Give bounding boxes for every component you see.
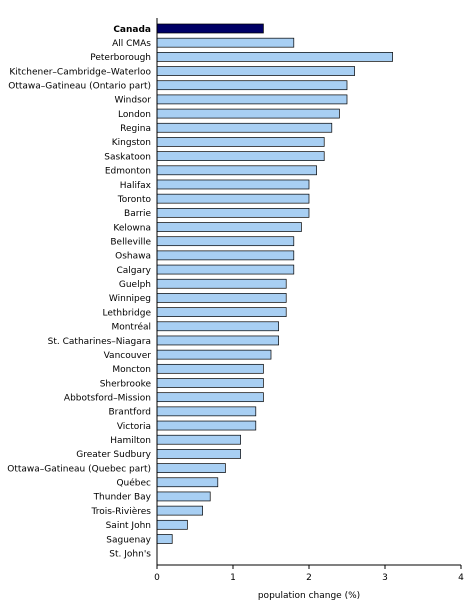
bar-8 — [156, 137, 325, 147]
bar-28 — [156, 420, 257, 431]
bars-layer — [156, 23, 393, 544]
bar-2 — [156, 52, 393, 62]
category-label-24: Moncton — [112, 365, 151, 375]
bar-26 — [156, 392, 264, 403]
bar-23 — [156, 349, 272, 360]
category-label-16: Oshawa — [115, 252, 151, 262]
category-label-2: Peterborough — [90, 53, 151, 63]
category-label-4: Ottawa–Gatineau (Ontario part) — [8, 82, 151, 92]
bar-30 — [156, 449, 241, 459]
category-label-20: Lethbridge — [102, 308, 151, 318]
bar-7 — [156, 122, 333, 133]
category-label-1: All CMAs — [112, 39, 151, 49]
category-label-19: Winnipeg — [109, 294, 151, 304]
category-label-15: Belleville — [110, 238, 151, 248]
bar-25 — [156, 378, 264, 388]
bar-32 — [156, 477, 219, 488]
bar-14 — [156, 222, 302, 232]
bar-34 — [156, 505, 203, 516]
x-tick-label-0: 0 — [154, 573, 160, 583]
category-label-27: Brantford — [108, 408, 151, 418]
category-label-32: Québec — [116, 478, 151, 489]
bar-11 — [156, 179, 310, 190]
category-label-37: St. John's — [109, 549, 151, 559]
category-label-7: Regina — [120, 124, 151, 134]
category-label-29: Hamilton — [110, 436, 151, 446]
category-label-10: Edmonton — [105, 167, 151, 177]
bar-22 — [156, 335, 279, 346]
category-label-26: Abbotsford–Mission — [64, 393, 151, 403]
bar-24 — [156, 363, 264, 374]
bar-5 — [156, 94, 348, 105]
category-label-14: Kelowna — [113, 223, 151, 233]
bar-36 — [156, 534, 173, 544]
category-label-23: Vancouver — [104, 351, 152, 361]
bar-16 — [156, 250, 295, 261]
category-label-30: Greater Sudbury — [76, 450, 151, 460]
bar-35 — [156, 519, 188, 530]
category-label-22: St. Catharines–Niagara — [48, 337, 151, 347]
x-axis-title: population change (%) — [258, 591, 360, 601]
bar-12 — [156, 193, 310, 204]
bar-17 — [156, 264, 295, 275]
x-tick-label-2: 2 — [306, 573, 312, 583]
category-label-5: Windsor — [114, 96, 151, 106]
bar-3 — [156, 66, 355, 76]
bar-21 — [156, 321, 279, 332]
bar-27 — [156, 406, 257, 417]
category-label-13: Barrie — [124, 209, 151, 219]
category-label-36: Saguenay — [106, 535, 151, 545]
category-labels-layer: Canada All CMAs Peterborough Kitchener–Camb… — [7, 25, 151, 560]
bar-9 — [156, 151, 325, 161]
bar-33 — [156, 491, 211, 502]
bar-4 — [156, 80, 348, 91]
category-label-8: Kingston — [112, 138, 151, 148]
category-label-21: Montréal — [111, 322, 151, 333]
bar-31 — [156, 463, 226, 473]
bar-18 — [156, 278, 287, 289]
bar-29 — [156, 434, 241, 445]
bar-6 — [156, 108, 340, 119]
category-label-0: Canada — [113, 25, 151, 35]
bar-20 — [156, 307, 287, 317]
bar-1 — [156, 37, 295, 48]
category-label-17: Calgary — [116, 266, 151, 276]
x-tick-label-1: 1 — [230, 573, 236, 583]
category-label-33: Thunder Bay — [93, 493, 152, 503]
category-label-31: Ottawa–Gatineau (Quebec part) — [7, 464, 151, 474]
bar-13 — [156, 207, 310, 218]
category-label-11: Halifax — [120, 181, 152, 191]
category-label-34: Trois-Rivières — [91, 506, 152, 517]
category-label-28: Victoria — [117, 422, 151, 432]
bar-19 — [156, 293, 287, 303]
bar-15 — [156, 236, 295, 247]
category-label-9: Saskatoon — [104, 152, 151, 162]
category-label-18: Guelph — [119, 280, 151, 290]
category-label-6: London — [118, 110, 151, 120]
category-label-35: Saint John — [106, 521, 151, 531]
x-ticks-layer: 0 1 2 3 4 — [154, 565, 464, 583]
bar-10 — [156, 165, 317, 176]
bar-0 — [156, 23, 264, 34]
category-label-12: Toronto — [117, 195, 152, 205]
x-tick-label-3: 3 — [382, 573, 388, 583]
x-tick-label-4: 4 — [458, 573, 464, 583]
category-label-25: Sherbrooke — [100, 379, 152, 389]
category-label-3: Kitchener–Cambridge–Waterloo — [9, 67, 151, 77]
